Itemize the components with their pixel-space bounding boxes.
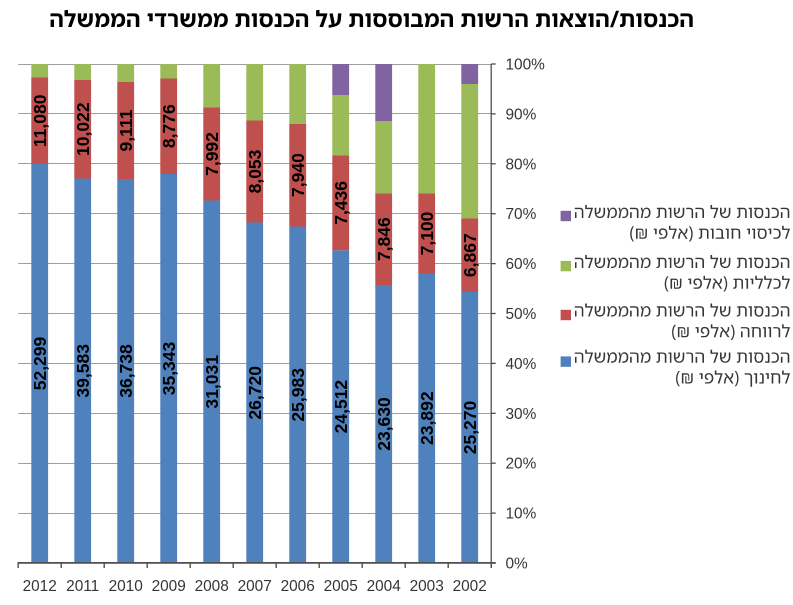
svg-text:40%: 40% xyxy=(506,356,537,373)
svg-text:100%: 100% xyxy=(506,57,546,74)
svg-text:2012: 2012 xyxy=(23,578,57,595)
svg-text:2005: 2005 xyxy=(324,578,358,595)
svg-text:2007: 2007 xyxy=(238,578,272,595)
svg-text:7,992: 7,992 xyxy=(202,132,222,176)
svg-text:80%: 80% xyxy=(506,156,537,173)
svg-text:26,720: 26,720 xyxy=(245,366,265,420)
svg-text:30%: 30% xyxy=(506,406,537,423)
svg-text:2011: 2011 xyxy=(66,578,99,595)
svg-text:2003: 2003 xyxy=(410,578,444,595)
svg-text:50%: 50% xyxy=(506,306,537,323)
svg-text:7,940: 7,940 xyxy=(288,153,308,197)
svg-text:39,583: 39,583 xyxy=(73,344,93,398)
svg-text:20%: 20% xyxy=(506,456,537,473)
svg-text:10%: 10% xyxy=(506,506,537,523)
svg-text:7,436: 7,436 xyxy=(331,181,351,225)
svg-text:7,846: 7,846 xyxy=(374,217,394,261)
svg-text:7,100: 7,100 xyxy=(417,211,437,255)
svg-text:8,053: 8,053 xyxy=(245,149,265,193)
svg-text:23,630: 23,630 xyxy=(374,397,394,451)
svg-text:11,080: 11,080 xyxy=(30,94,50,147)
svg-text:23,892: 23,892 xyxy=(417,391,437,445)
svg-text:60%: 60% xyxy=(506,256,537,273)
svg-text:35,343: 35,343 xyxy=(159,341,179,395)
svg-text:90%: 90% xyxy=(506,106,537,123)
svg-text:25,983: 25,983 xyxy=(288,368,308,422)
svg-text:52,299: 52,299 xyxy=(30,336,50,390)
svg-text:0%: 0% xyxy=(506,556,529,573)
svg-text:2010: 2010 xyxy=(109,578,143,595)
svg-text:70%: 70% xyxy=(506,206,537,223)
svg-text:2009: 2009 xyxy=(152,578,186,595)
svg-text:2008: 2008 xyxy=(195,578,229,595)
svg-text:25,270: 25,270 xyxy=(460,400,480,454)
svg-text:2004: 2004 xyxy=(367,578,402,595)
svg-text:8,776: 8,776 xyxy=(159,104,179,148)
svg-text:2002: 2002 xyxy=(453,578,487,595)
svg-text:10,022: 10,022 xyxy=(73,102,93,156)
svg-text:2006: 2006 xyxy=(281,578,315,595)
svg-text:36,738: 36,738 xyxy=(116,344,136,398)
svg-text:9,111: 9,111 xyxy=(116,109,136,151)
svg-text:24,512: 24,512 xyxy=(331,380,351,434)
svg-text:6,867: 6,867 xyxy=(460,233,480,277)
svg-text:31,031: 31,031 xyxy=(202,355,222,409)
